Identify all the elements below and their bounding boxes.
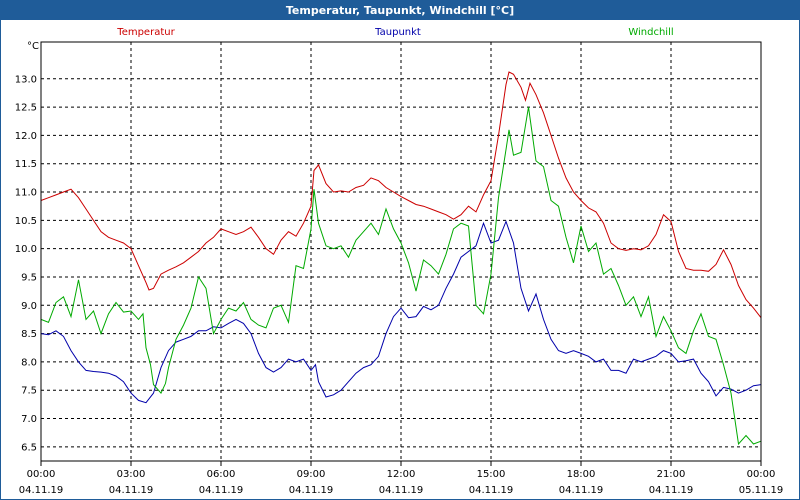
y-axis-label: °C <box>27 41 39 52</box>
x-axis: 00:00 04.11.19 03:00 04.11.19 06:00 04.11.19 0… <box>19 461 784 496</box>
x-tick-time: 00:00 <box>747 469 776 480</box>
x-tick-date: 04.11.19 <box>109 485 154 496</box>
y-tick-label: 10.5 <box>15 216 37 227</box>
y-tick-label: 7.0 <box>21 414 37 425</box>
x-tick-date: 04.11.19 <box>289 485 334 496</box>
y-tick-label: 13.0 <box>15 74 37 85</box>
series-line-windchill <box>40 107 762 446</box>
x-tick-date: 04.11.19 <box>469 485 514 496</box>
x-tick-time: 21:00 <box>657 469 686 480</box>
series-line-taupunkt <box>40 220 762 404</box>
legend-taupunkt: Taupunkt <box>374 27 421 38</box>
plot-frame <box>40 41 762 462</box>
y-tick-label: 7.5 <box>21 386 37 397</box>
legend-windchill: Windchill <box>628 27 673 38</box>
x-tick-time: 09:00 <box>297 469 326 480</box>
line-chart: °C 6.5 7.0 7.5 8.0 8.5 9.0 9.5 10.0 10.5 11.0 11.5… <box>15 27 784 496</box>
y-tick-label: 8.5 <box>21 329 37 340</box>
y-axis: 6.5 7.0 7.5 8.0 8.5 9.0 9.5 10.0 10.5 11.0 11.5 12.… <box>15 74 37 453</box>
y-tick-label: 6.5 <box>21 442 37 453</box>
legend-temperatur: Temperatur <box>116 27 175 38</box>
x-tick-date: 04.11.19 <box>199 485 244 496</box>
y-tick-label: 9.5 <box>21 272 37 283</box>
x-tick-time: 06:00 <box>207 469 236 480</box>
x-tick-date: 04.11.19 <box>379 485 424 496</box>
x-tick-date: 04.11.19 <box>649 485 694 496</box>
y-tick-label: 12.0 <box>15 131 37 142</box>
y-tick-label: 12.5 <box>15 103 37 114</box>
y-tick-label: 11.0 <box>15 188 37 199</box>
y-tick-label: 8.0 <box>21 357 37 368</box>
window-title: Temperatur, Taupunkt, Windchill [°C] <box>1 1 799 20</box>
x-tick-time: 18:00 <box>567 469 596 480</box>
x-tick-time: 15:00 <box>477 469 506 480</box>
x-tick-time: 00:00 <box>27 469 56 480</box>
series-layer <box>40 71 762 446</box>
series-line-temperatur <box>40 71 762 319</box>
x-tick-date: 04.11.19 <box>559 485 604 496</box>
y-tick-label: 9.0 <box>21 301 37 312</box>
grid <box>41 42 761 461</box>
y-tick-label: 11.5 <box>15 159 37 170</box>
x-tick-time: 12:00 <box>387 469 416 480</box>
x-tick-date: 04.11.19 <box>19 485 64 496</box>
legend: Temperatur Taupunkt Windchill <box>116 27 673 38</box>
x-tick-time: 03:00 <box>117 469 146 480</box>
y-tick-label: 10.0 <box>15 244 37 255</box>
x-tick-date: 05.11.19 <box>739 485 784 496</box>
